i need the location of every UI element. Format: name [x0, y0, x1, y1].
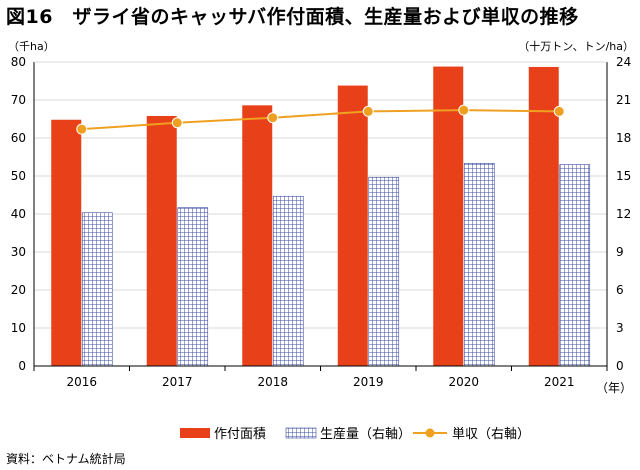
- legend-marker-yield: [425, 428, 435, 438]
- x-tick-label: 2019: [353, 375, 384, 389]
- bar-production: [368, 176, 400, 367]
- bar-production: [559, 164, 591, 367]
- x-tick-label: 2016: [66, 375, 97, 389]
- right-tick-label: 15: [616, 169, 631, 183]
- yield-point: [458, 104, 470, 116]
- x-tick-label: 2021: [544, 375, 575, 389]
- left-tick-label: 70: [11, 93, 26, 107]
- bar-area: [528, 66, 559, 366]
- left-tick-label: 0: [18, 359, 26, 373]
- axes: 0 10 20 30 40 50 60 70 80 0 3 6 9 12 15 18 21 24 2016 2017 2…: [11, 55, 632, 395]
- x-tick-label: 2017: [162, 375, 193, 389]
- grid-lines: [34, 61, 607, 329]
- legend-label-area: 作付面積: [214, 427, 266, 442]
- yield-point: [553, 105, 565, 117]
- left-tick-label: 80: [11, 55, 26, 69]
- right-tick-label: 0: [616, 359, 624, 373]
- left-tick-label: 30: [11, 245, 26, 259]
- bar-area: [433, 66, 464, 366]
- right-tick-label: 18: [616, 131, 631, 145]
- x-tick-label: 2020: [448, 375, 479, 389]
- bar-area: [242, 105, 273, 366]
- yield-point: [267, 112, 279, 124]
- yield-point: [362, 105, 374, 117]
- source-note: 資料：ベトナム統計局: [6, 452, 126, 466]
- yield-line: [76, 104, 565, 135]
- bar-production: [177, 207, 209, 367]
- right-tick-label: 21: [616, 93, 631, 107]
- x-axis-label: （年）: [596, 381, 632, 395]
- chart-title: 図16 ザライ省のキャッサバ作付面積、生産量および単収の推移: [6, 6, 579, 28]
- bar-production: [81, 212, 113, 367]
- left-tick-label: 10: [11, 321, 26, 335]
- left-axis-unit: （千ha）: [8, 40, 55, 53]
- right-tick-label: 12: [616, 207, 631, 221]
- right-tick-label: 3: [616, 321, 624, 335]
- left-tick-label: 40: [11, 207, 26, 221]
- bars: [51, 66, 591, 367]
- right-axis-unit: （十万トン、トン/ha）: [518, 40, 634, 53]
- bar-production: [272, 195, 304, 367]
- legend-swatch-area: [180, 428, 210, 438]
- legend-label-yield: 単収（右軸）: [452, 426, 530, 442]
- bar-area: [146, 115, 177, 367]
- right-tick-label: 9: [616, 245, 624, 259]
- yield-point: [171, 117, 183, 129]
- left-tick-label: 50: [11, 169, 26, 183]
- x-tick-label: 2018: [257, 375, 288, 389]
- legend-label-production: 生産量（右軸）: [320, 426, 411, 442]
- bar-production: [463, 163, 495, 367]
- bar-area: [337, 85, 368, 366]
- yield-point: [76, 123, 88, 135]
- right-tick-label: 24: [616, 55, 631, 69]
- left-tick-label: 20: [11, 283, 26, 297]
- legend-swatch-production: [285, 427, 317, 439]
- right-tick-label: 6: [616, 283, 624, 297]
- bar-area: [51, 119, 82, 366]
- legend: 作付面積 生産量（右軸） 単収（右軸）: [180, 426, 530, 442]
- left-tick-label: 60: [11, 131, 26, 145]
- yield-series-line: [81, 109, 560, 131]
